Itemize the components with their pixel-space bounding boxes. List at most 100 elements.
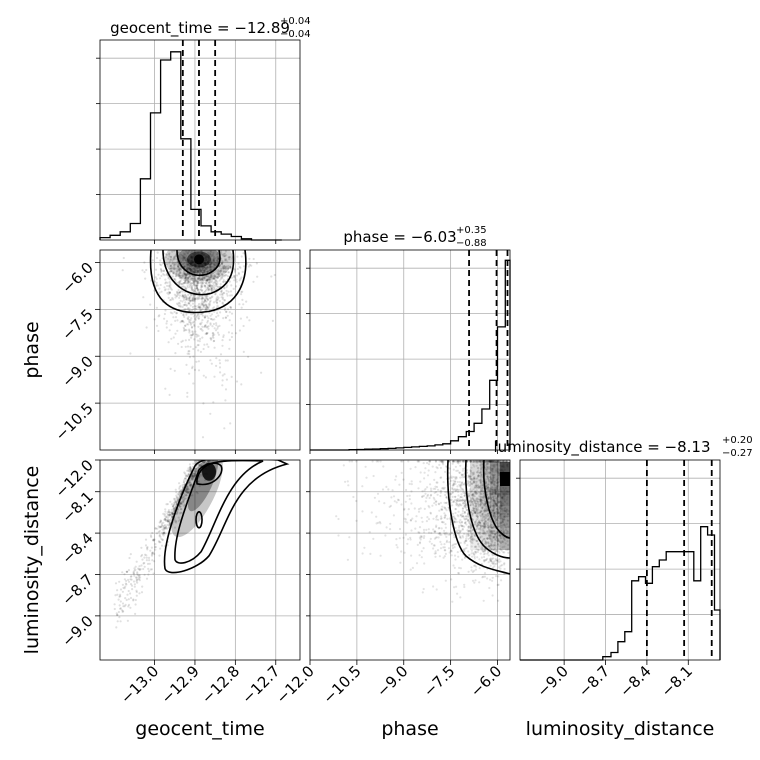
scatter-point — [172, 507, 175, 510]
scatter-point — [245, 456, 247, 458]
scatter-point — [440, 517, 443, 520]
scatter-point — [204, 325, 207, 328]
scatter-point — [433, 498, 436, 501]
scatter-point — [464, 539, 467, 543]
scatter-point — [162, 531, 165, 535]
scatter-point — [420, 536, 423, 539]
scatter-point — [183, 498, 186, 501]
scatter-point — [209, 285, 212, 288]
scatter-point — [225, 286, 228, 289]
scatter-point — [142, 567, 145, 571]
scatter-point — [459, 496, 462, 499]
scatter-point — [211, 277, 214, 280]
scatter-point — [197, 464, 200, 467]
scatter-point — [430, 489, 433, 492]
scatter-point — [190, 286, 193, 289]
scatter-point — [180, 502, 183, 506]
scatter-point — [187, 273, 190, 276]
scatter-point — [502, 531, 505, 534]
scatter-point — [193, 472, 196, 475]
scatter-point — [209, 456, 211, 458]
scatter-point — [216, 456, 218, 458]
scatter-point — [223, 456, 225, 458]
scatter-point — [191, 477, 194, 480]
scatter-point — [429, 511, 432, 514]
scatter-point — [187, 491, 190, 494]
scatter-point — [242, 456, 244, 458]
scatter-point — [206, 457, 208, 459]
scatter-point — [184, 329, 187, 332]
scatter-point — [208, 284, 211, 287]
scatter-point — [497, 501, 500, 504]
scatter-point — [179, 484, 182, 488]
scatter-point — [225, 456, 227, 458]
scatter-point — [209, 456, 211, 458]
scatter-point — [485, 489, 488, 492]
scatter-point — [162, 529, 165, 532]
scatter-point — [214, 282, 217, 285]
scatter-point — [223, 456, 225, 458]
scatter-point — [498, 511, 501, 514]
scatter-point — [497, 559, 500, 562]
scatter-point — [226, 456, 228, 458]
scatter-point — [444, 514, 447, 517]
scatter-point — [225, 292, 228, 295]
scatter-point — [178, 255, 181, 258]
scatter-point — [226, 456, 228, 458]
scatter-point — [221, 262, 224, 265]
scatter-point — [456, 480, 459, 484]
scatter-point — [247, 456, 249, 458]
scatter-point — [213, 346, 216, 349]
scatter-point — [470, 494, 473, 497]
scatter-point — [231, 456, 233, 458]
scatter-point — [232, 456, 234, 458]
scatter-point — [212, 456, 214, 458]
scatter-point — [210, 456, 212, 458]
scatter-point — [194, 270, 197, 273]
scatter-point — [208, 284, 211, 287]
scatter-point — [473, 491, 476, 494]
scatter-point — [194, 473, 197, 476]
scatter-point — [457, 529, 461, 532]
scatter-point — [488, 529, 491, 532]
scatter-point — [485, 516, 488, 519]
scatter-point — [203, 270, 206, 273]
scatter-point — [208, 457, 210, 459]
scatter-point — [172, 262, 175, 265]
scatter-point — [219, 456, 221, 458]
scatter-point — [168, 270, 172, 273]
scatter-point — [184, 308, 187, 311]
scatter-point — [196, 296, 199, 299]
scatter-point — [166, 284, 169, 287]
scatter-point — [222, 456, 224, 458]
scatter-point — [201, 282, 204, 285]
scatter-point — [180, 511, 184, 514]
scatter-point — [462, 460, 465, 463]
scatter-point — [183, 279, 187, 282]
scatter-point — [219, 456, 221, 458]
scatter-point — [233, 267, 236, 270]
scatter-point — [355, 499, 358, 503]
scatter-point — [377, 460, 380, 463]
panel-luminosity-distance-vs-geocent-time — [113, 456, 290, 629]
scatter-point — [490, 493, 493, 496]
scatter-point — [187, 280, 190, 283]
scatter-point — [242, 456, 244, 458]
scatter-point — [226, 456, 228, 458]
scatter-point — [213, 458, 215, 460]
scatter-point — [241, 456, 243, 458]
scatter-point — [198, 485, 201, 488]
scatter-point — [462, 467, 465, 470]
scatter-point — [202, 456, 204, 458]
scatter-point — [491, 473, 494, 476]
scatter-point — [226, 456, 228, 458]
scatter-point — [188, 296, 191, 299]
scatter-point — [203, 284, 206, 287]
scatter-point — [491, 579, 494, 582]
scatter-point — [219, 353, 223, 356]
scatter-point — [210, 456, 212, 458]
scatter-point — [489, 530, 492, 533]
scatter-point — [423, 477, 426, 480]
scatter-point — [373, 496, 376, 499]
scatter-point — [494, 533, 497, 536]
